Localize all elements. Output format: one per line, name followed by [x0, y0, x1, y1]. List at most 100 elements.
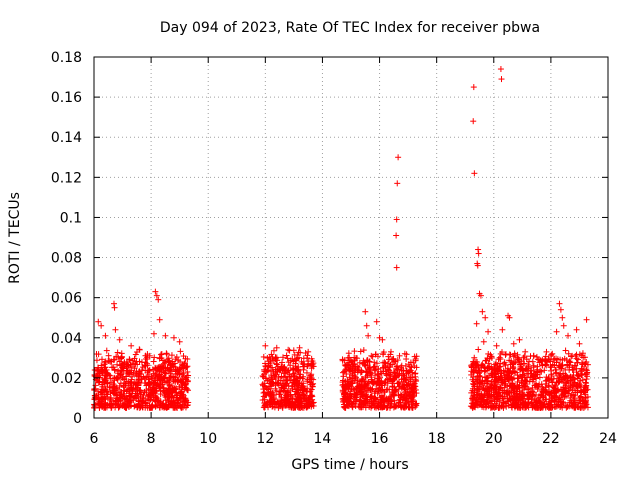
data-point — [366, 366, 373, 373]
data-point — [164, 356, 171, 363]
data-point — [400, 384, 407, 391]
data-point — [411, 353, 418, 360]
data-point — [530, 352, 537, 359]
y-tick-label: 0.1 — [60, 210, 82, 226]
data-point — [123, 363, 130, 370]
data-point — [387, 348, 394, 355]
data-point — [383, 371, 390, 378]
data-point — [406, 383, 413, 390]
data-point — [545, 400, 552, 407]
data-point — [536, 374, 543, 381]
data-point — [510, 353, 517, 360]
data-point — [154, 374, 161, 381]
data-point — [582, 379, 589, 386]
data-point — [402, 362, 409, 369]
data-point — [497, 374, 504, 381]
data-point — [546, 383, 553, 390]
data-point — [529, 393, 536, 400]
data-point — [107, 397, 114, 404]
data-point — [138, 389, 145, 396]
data-point — [490, 391, 497, 398]
data-point — [269, 364, 276, 371]
data-point — [308, 360, 315, 367]
data-point — [482, 314, 489, 321]
data-point — [519, 387, 526, 394]
data-point — [282, 367, 289, 374]
data-point — [152, 379, 159, 386]
data-point — [375, 378, 382, 385]
data-point — [303, 369, 310, 376]
data-point — [378, 393, 385, 400]
data-point — [381, 398, 388, 405]
data-point — [574, 359, 581, 366]
data-point — [119, 374, 126, 381]
data-point — [506, 314, 513, 321]
data-point — [537, 399, 544, 406]
data-point — [159, 357, 166, 364]
data-point — [390, 355, 397, 362]
data-point — [553, 379, 560, 386]
data-point — [361, 383, 368, 390]
data-point — [278, 397, 285, 404]
data-point — [557, 371, 564, 378]
data-point — [522, 366, 529, 373]
data-point — [354, 363, 361, 370]
data-point — [270, 347, 277, 354]
data-point — [164, 365, 171, 372]
data-point — [262, 342, 269, 349]
data-point — [298, 398, 305, 405]
data-point — [113, 353, 120, 360]
x-tick-label: 10 — [199, 431, 217, 447]
data-point — [100, 379, 107, 386]
data-point — [543, 388, 550, 395]
data-point — [150, 330, 157, 337]
data-point — [133, 385, 140, 392]
data-point — [287, 392, 294, 399]
data-point — [344, 381, 351, 388]
data-point — [131, 355, 138, 362]
data-point — [151, 354, 158, 361]
data-point — [357, 378, 364, 385]
data-point — [393, 402, 400, 409]
data-point — [352, 374, 359, 381]
data-point — [393, 363, 400, 370]
data-point — [269, 355, 276, 362]
data-point — [548, 364, 555, 371]
data-point — [259, 372, 266, 379]
data-point — [483, 396, 490, 403]
y-tick-label: 0.04 — [51, 331, 82, 347]
data-point — [290, 365, 297, 372]
data-point — [116, 336, 123, 343]
data-point — [376, 374, 383, 381]
data-point — [300, 366, 307, 373]
data-point — [363, 392, 370, 399]
data-point — [348, 361, 355, 368]
data-point — [412, 370, 419, 377]
data-point — [181, 359, 188, 366]
data-point — [551, 383, 558, 390]
data-point — [379, 336, 386, 343]
data-point — [145, 376, 152, 383]
data-point — [110, 364, 117, 371]
data-point — [553, 355, 560, 362]
data-point — [107, 394, 114, 401]
data-point — [345, 357, 352, 364]
data-point — [561, 355, 568, 362]
data-point — [371, 390, 378, 397]
data-point — [470, 118, 477, 125]
data-point — [181, 384, 188, 391]
data-point — [548, 352, 555, 359]
x-tick-label: 18 — [428, 431, 446, 447]
data-point — [512, 369, 519, 376]
data-point — [393, 232, 400, 239]
data-point — [341, 389, 348, 396]
data-point — [553, 359, 560, 366]
data-point — [361, 395, 368, 402]
data-point — [539, 362, 546, 369]
data-point — [180, 353, 187, 360]
data-point — [358, 404, 365, 411]
data-point — [142, 362, 149, 369]
data-point — [122, 404, 129, 411]
data-point — [530, 401, 537, 408]
data-point — [128, 363, 135, 370]
